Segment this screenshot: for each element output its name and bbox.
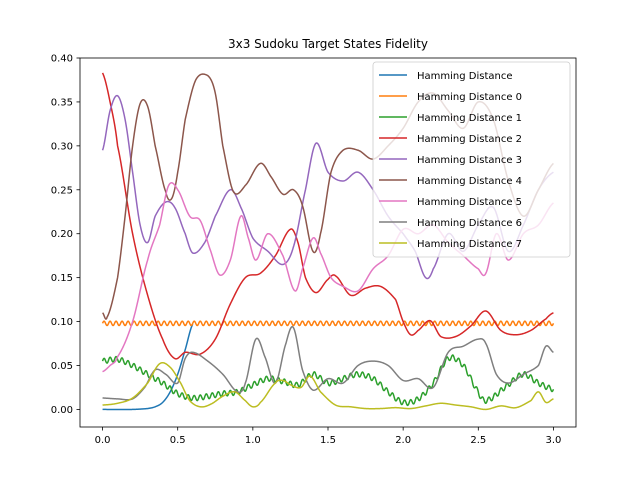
x-tick-label: 0.0 (95, 435, 111, 446)
legend-label: Hamming Distance 5 (417, 197, 522, 208)
y-tick-label: 0.25 (51, 185, 73, 196)
y-tick-label: 0.00 (51, 405, 73, 416)
y-tick-label: 0.15 (51, 273, 73, 284)
y-tick-label: 0.30 (51, 141, 73, 152)
legend-entry: Hamming Distance 7 (379, 239, 522, 250)
x-tick-label: 0.5 (170, 435, 186, 446)
y-axis: 0.00 0.05 0.10 0.15 0.20 0.25 0.30 0.35 0.40 (51, 54, 80, 416)
x-tick-label: 1.5 (320, 435, 336, 446)
x-tick-label: 2.0 (395, 435, 411, 446)
legend-entry: Hamming Distance 5 (379, 197, 522, 208)
legend-box (372, 61, 571, 258)
legend-entry: Hamming Distance 1 (379, 113, 522, 124)
legend-label: Hamming Distance (417, 71, 513, 82)
series-line-3 (101, 72, 554, 360)
series-line-7 (102, 325, 554, 401)
legend: Hamming Distance Hamming Distance 0 Hammin… (372, 61, 571, 258)
x-tick-label: 2.5 (470, 435, 486, 446)
chart-title: 3x3 Sudoku Target States Fidelity (228, 37, 428, 51)
x-tick-label: 3.0 (546, 435, 562, 446)
legend-label: Hamming Distance 3 (417, 155, 522, 166)
legend-entry: Hamming Distance 0 (379, 92, 522, 103)
legend-entry: Hamming Distance 6 (379, 218, 522, 229)
x-axis: 0.0 0.5 1.0 1.5 2.0 2.5 3.0 (95, 427, 562, 446)
series-line-0 (102, 323, 194, 411)
y-tick-label: 0.05 (51, 361, 73, 372)
series-line-8 (102, 361, 554, 411)
legend-entry: Hamming Distance 3 (379, 155, 522, 166)
legend-label: Hamming Distance 0 (417, 92, 522, 103)
legend-label: Hamming Distance 6 (417, 218, 522, 229)
legend-entry: Hamming Distance 4 (379, 176, 522, 187)
y-tick-label: 0.10 (51, 317, 73, 328)
y-tick-label: 0.40 (51, 54, 73, 65)
series-line-6 (102, 182, 554, 373)
legend-label: Hamming Distance 1 (417, 113, 522, 124)
series-line-1 (101, 320, 555, 327)
y-tick-label: 0.20 (51, 229, 73, 240)
y-tick-label: 0.35 (51, 97, 73, 108)
legend-entry: Hamming Distance (379, 71, 513, 82)
legend-label: Hamming Distance 2 (417, 134, 522, 145)
series-line-2 (101, 354, 555, 407)
legend-entry: Hamming Distance 2 (379, 134, 522, 145)
legend-label: Hamming Distance 7 (417, 239, 522, 250)
legend-label: Hamming Distance 4 (417, 176, 522, 187)
x-tick-label: 1.0 (245, 435, 261, 446)
